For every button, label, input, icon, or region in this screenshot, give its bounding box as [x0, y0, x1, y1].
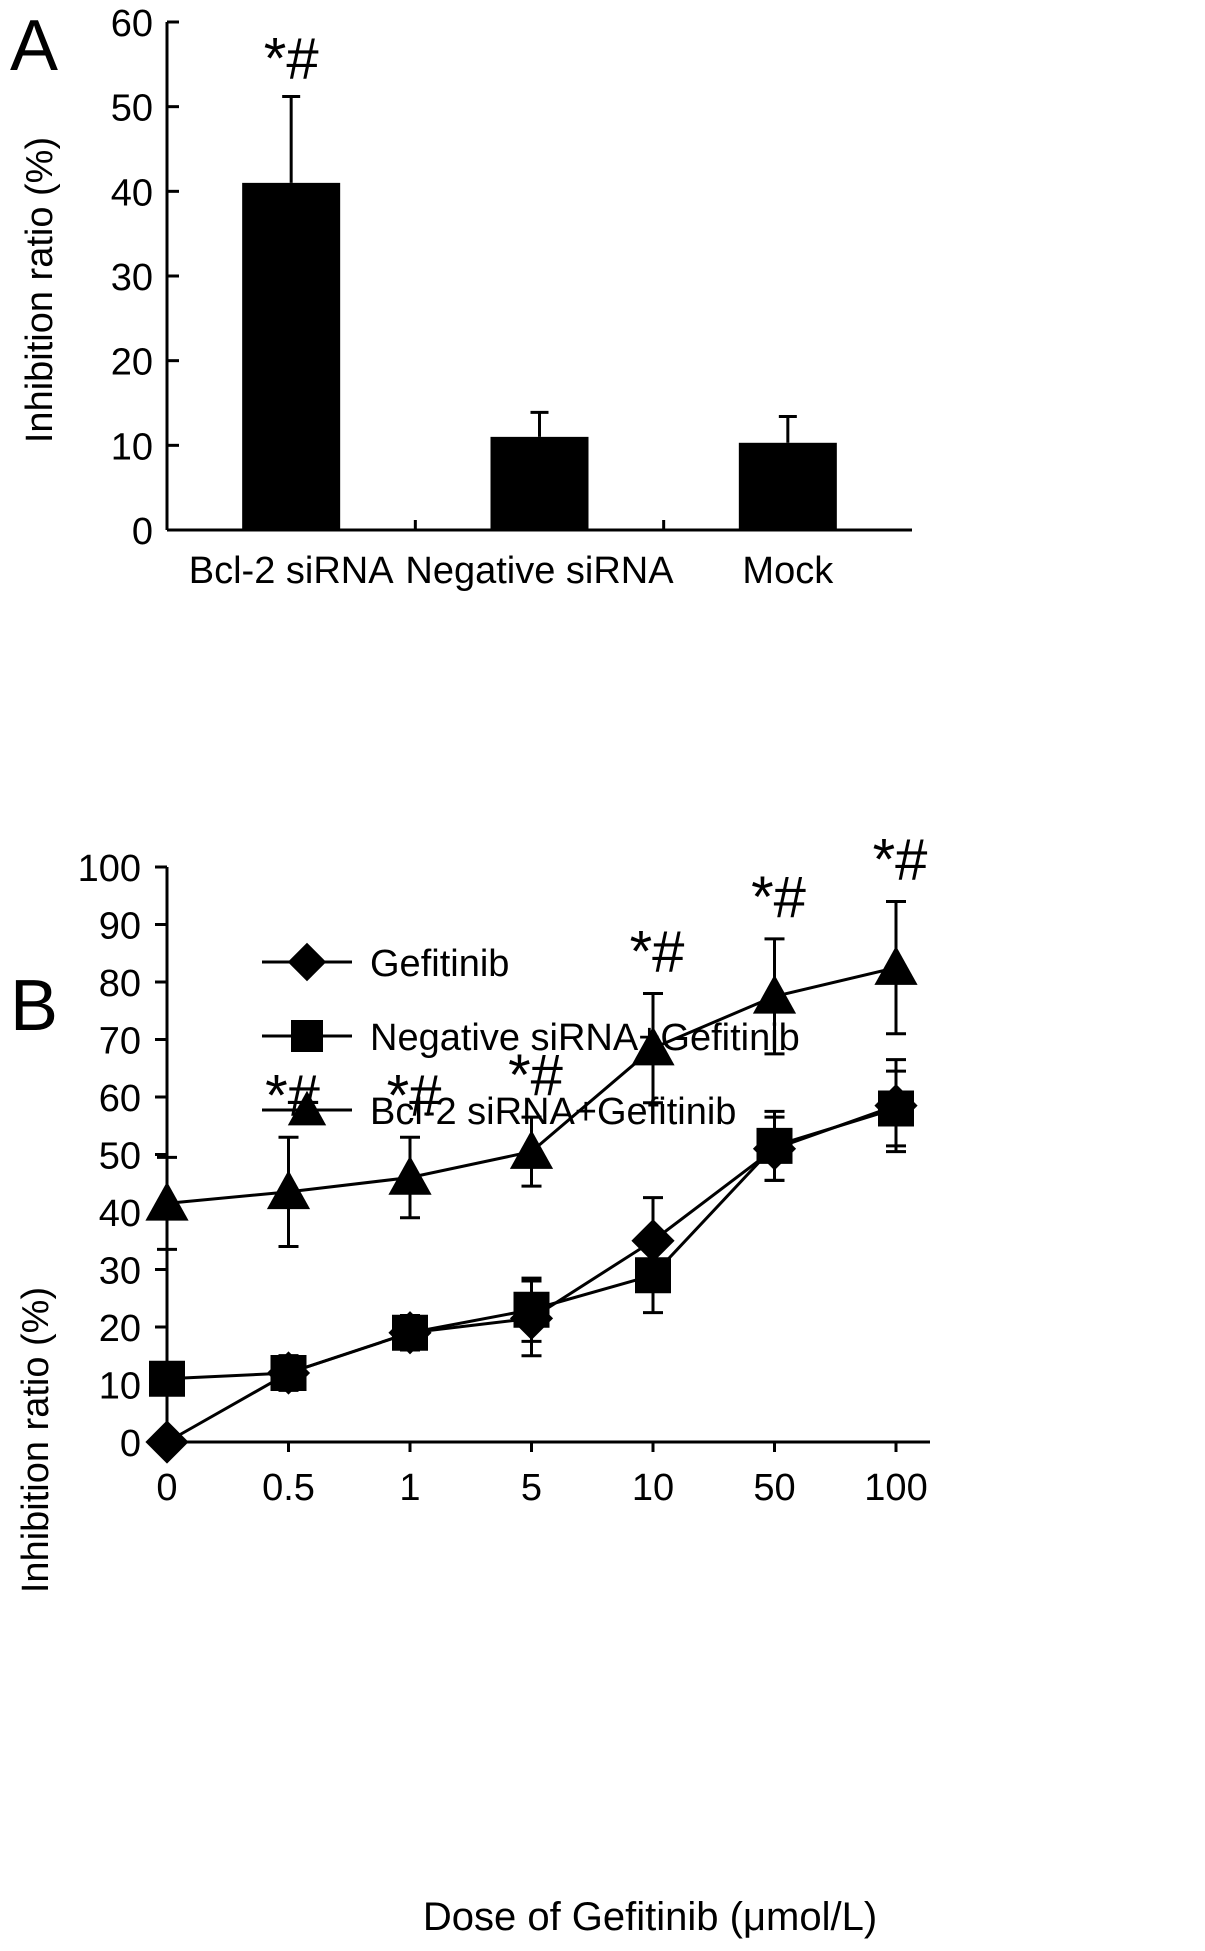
- diamond-marker: [145, 1420, 189, 1464]
- panel-a-axes: 0 10 20 30 40 50 60 Bcl-2 siRNA Negative siRNA Mo…: [111, 3, 912, 592]
- triangle-marker: [874, 946, 918, 985]
- significance-annotation: *#: [264, 27, 319, 92]
- panel-b-ytick-label: 100: [78, 848, 141, 890]
- significance-annotation: *#: [387, 1063, 442, 1128]
- panel-b-ytick-label: 70: [99, 1021, 141, 1063]
- panel-b-xtick-label: 10: [632, 1467, 674, 1509]
- square-marker: [149, 1360, 185, 1397]
- panel-a-xtick-label: Negative siRNA: [405, 550, 674, 592]
- panel-b-ytick-label: 10: [99, 1366, 141, 1408]
- panel-a-letter: A: [10, 6, 58, 86]
- square-marker: [392, 1314, 428, 1351]
- bar: [490, 436, 589, 530]
- significance-annotation: *#: [508, 1043, 563, 1108]
- panel-b-xlabel: Dose of Gefitinib (μmol/L): [423, 1895, 877, 1939]
- square-marker: [291, 1020, 323, 1052]
- triangle-marker: [145, 1181, 189, 1221]
- panel-a-xtick-label: Bcl-2 siRNA: [189, 550, 394, 592]
- triangle-marker: [631, 1026, 675, 1066]
- panel-b-ytick-label: 90: [99, 906, 141, 948]
- panel-b-ytick-label: 50: [99, 1136, 141, 1178]
- square-marker: [635, 1257, 671, 1294]
- triangle-marker: [266, 1170, 311, 1210]
- panel-a-xtick-label: Mock: [742, 550, 834, 592]
- bar: [738, 442, 837, 530]
- triangle-marker: [509, 1130, 554, 1169]
- panel-a-ytick-label: 30: [111, 257, 153, 299]
- triangle-marker: [752, 974, 797, 1014]
- panel-b-ytick-label: 80: [99, 963, 141, 1005]
- legend-label: Negative siRNA+Gefitinib: [370, 1017, 800, 1059]
- panel-a-error-bars: [282, 95, 797, 443]
- bar: [242, 182, 341, 530]
- panel-b-xtick-label: 0.5: [262, 1467, 315, 1509]
- triangle-marker: [388, 1155, 432, 1195]
- panel-b-axes: 0 10 20 30 40 50 60 70 80 90 100 0 0.5 1 5 10 50 100: [78, 848, 930, 1509]
- significance-annotation: *#: [751, 865, 806, 930]
- diamond-marker: [631, 1219, 675, 1263]
- panel-b-legend: Gefitinib Negative siRNA+Gefitinib Bcl-2 s…: [262, 942, 800, 1133]
- panel-b-ytick-label: 40: [99, 1193, 141, 1235]
- panel-b-xtick-label: 50: [753, 1467, 795, 1509]
- panel-a-bar-chart: A Inhibition ratio (%) 0 10 20 30 40 50 60 Bcl-…: [10, 3, 912, 592]
- square-marker: [270, 1355, 307, 1391]
- panel-b-ytick-label: 30: [99, 1251, 141, 1293]
- panel-b-ytick-label: 0: [120, 1423, 141, 1465]
- panel-b-xtick-label: 0: [156, 1467, 177, 1509]
- panel-a-bars: [242, 182, 837, 530]
- square-marker: [756, 1127, 793, 1164]
- significance-annotation: *#: [873, 828, 928, 893]
- panel-a-ytick-label: 60: [111, 3, 153, 45]
- square-marker: [878, 1090, 914, 1127]
- significance-annotation: *#: [630, 920, 685, 985]
- square-marker: [513, 1291, 550, 1328]
- panel-a-ytick-label: 20: [111, 342, 153, 384]
- panel-b-letter: B: [10, 966, 58, 1046]
- panel-b-markers: [145, 946, 918, 1464]
- legend-label: Bcl-2 siRNA+Gefitinib: [370, 1091, 736, 1133]
- panel-b-annotations: *# *# *#*#*#*#: [265, 828, 927, 1129]
- panel-b-line-chart: B Inhibition ratio (%) Dose of Gefitinib…: [10, 828, 930, 1939]
- panel-a-ytick-label: 10: [111, 426, 153, 468]
- diamond-marker: [287, 942, 327, 982]
- legend-label: Gefitinib: [370, 943, 509, 985]
- panel-a-annotations: *#: [264, 27, 319, 92]
- panel-a-ylabel: Inhibition ratio (%): [19, 137, 61, 443]
- panel-b-ytick-label: 60: [99, 1078, 141, 1120]
- panel-a-ytick-label: 0: [132, 511, 153, 553]
- panel-b-xtick-label: 100: [864, 1467, 927, 1509]
- panel-b-xtick-label: 1: [399, 1467, 420, 1509]
- panel-a-ytick-label: 40: [111, 172, 153, 214]
- panel-b-ylabel: Inhibition ratio (%): [15, 1287, 57, 1593]
- panel-a-ytick-label: 50: [111, 88, 153, 130]
- panel-b-ytick-label: 20: [99, 1308, 141, 1350]
- panel-b-xtick-label: 5: [521, 1467, 542, 1509]
- triangle-marker: [287, 1090, 327, 1126]
